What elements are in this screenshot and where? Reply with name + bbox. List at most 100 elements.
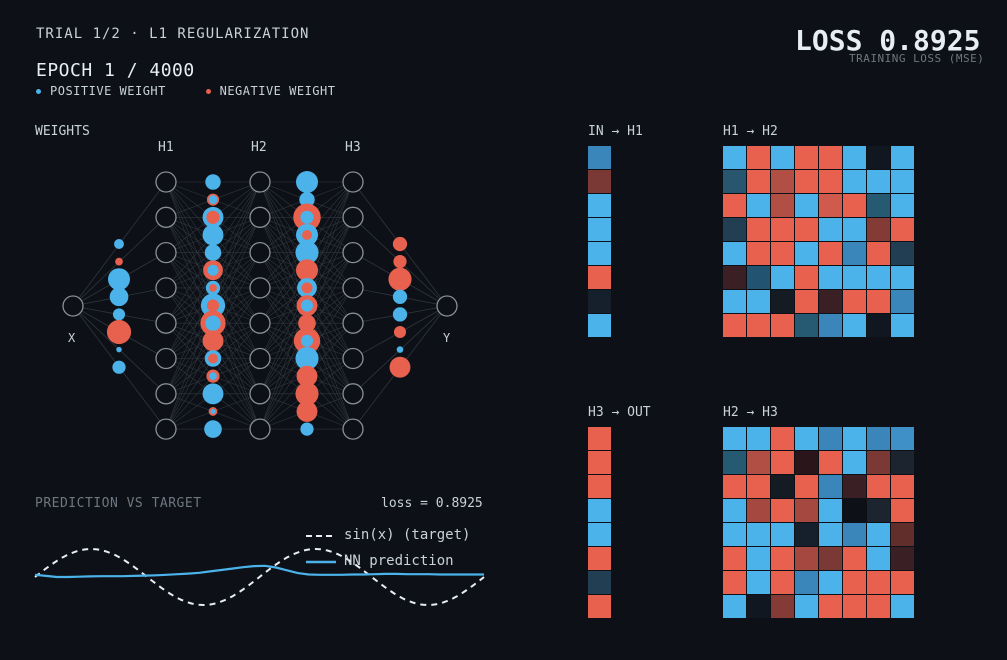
- weight-dot: [299, 191, 315, 208]
- matrix-h2-h3-cell: [747, 427, 770, 450]
- matrix-h2-h3-cell: [795, 571, 818, 594]
- matrix-in-h1-cell: [588, 218, 611, 241]
- weight-legend: POSITIVE WEIGHT NEGATIVE WEIGHT: [36, 84, 367, 98]
- matrix-h3-out-cell: [588, 595, 611, 618]
- matrix-h1-h2-cell: [747, 170, 770, 193]
- matrix-h1-h2-cell: [891, 146, 914, 169]
- weight-dot: [388, 267, 412, 291]
- matrix-h2-h3-cell: [795, 499, 818, 522]
- matrix-h2-h3-cell: [819, 523, 842, 546]
- hidden-node: [249, 241, 271, 264]
- matrix-h2-h3-cell: [771, 595, 794, 618]
- matrix-h1-h2-cell: [747, 218, 770, 241]
- matrix-h2-h3-cell: [819, 595, 842, 618]
- matrix-h1-h2-cell: [723, 146, 746, 169]
- output-node: [436, 295, 458, 317]
- weight-dot: [389, 356, 411, 378]
- weight-dot: [392, 289, 408, 304]
- hidden-node: [155, 171, 177, 193]
- matrix-h1-h2-cell: [843, 218, 866, 241]
- matrix-h2-h3-cell: [843, 547, 866, 570]
- matrix-h2-h3-cell: [843, 451, 866, 474]
- matrix-h1-h2-cell: [819, 290, 842, 313]
- matrix-h2-h3-cell: [867, 547, 890, 570]
- weight-dot: [296, 259, 318, 282]
- matrix-h2-h3-cell: [891, 475, 914, 498]
- matrix-h1-h2-cell: [747, 242, 770, 265]
- weights-section-label: WEIGHTS: [35, 124, 90, 139]
- matrix-h1-h2-cell: [843, 242, 866, 265]
- matrix-in-h1-cell: [588, 170, 611, 193]
- matrix-h2-h3-cell: [771, 427, 794, 450]
- matrix-in-h1-cell: [588, 290, 611, 313]
- matrix-h2-h3-cell: [723, 571, 746, 594]
- matrix-h1-h2-cell: [891, 314, 914, 337]
- hidden-node: [249, 312, 271, 334]
- matrix-h1-h2-cell: [795, 170, 818, 193]
- trial-label: TRIAL 1/2 · L1 REGULARIZATION: [36, 26, 310, 42]
- matrix-h1-h2-cell: [891, 242, 914, 265]
- matrix-h2-h3-cell: [723, 427, 746, 450]
- matrix-h2-h3-cell: [891, 499, 914, 522]
- hidden-node: [249, 383, 271, 405]
- matrix-h1-h2-cell: [819, 266, 842, 289]
- hidden-node: [155, 383, 177, 405]
- matrix-h2-h3-cell: [723, 523, 746, 546]
- matrix-h2-h3-cell: [723, 451, 746, 474]
- hidden-node: [155, 206, 177, 228]
- epoch-counter: EPOCH 1 / 4000: [36, 60, 195, 81]
- matrix-h2-h3-cell: [867, 499, 890, 522]
- matrix-h2-h3-cell: [891, 427, 914, 450]
- matrix-h1-h2-cell: [867, 290, 890, 313]
- weight-dot: [393, 255, 407, 269]
- prediction-loss: loss = 0.8925: [381, 496, 483, 511]
- matrix-h1-h2-cell: [795, 314, 818, 337]
- matrix-h2-h3-cell: [771, 475, 794, 498]
- matrix-label-in-h1: IN → H1: [588, 124, 643, 139]
- weight-dot: [207, 264, 219, 276]
- matrix-h1-h2-cell: [795, 194, 818, 217]
- weight-dot: [109, 287, 129, 307]
- hidden-node: [155, 241, 177, 264]
- hidden-node: [342, 206, 364, 228]
- weight-dot: [208, 195, 218, 205]
- matrix-h3-out-cell: [588, 451, 611, 474]
- weight-dot: [202, 383, 224, 405]
- matrix-h3-out-cell: [588, 499, 611, 522]
- weight-dot: [392, 236, 408, 252]
- network-nodes: [62, 171, 458, 440]
- matrix-h3-out-cell: [588, 547, 611, 570]
- matrix-h2-h3-cell: [723, 547, 746, 570]
- weight-dot: [393, 325, 407, 339]
- matrix-h2-h3-cell: [795, 427, 818, 450]
- matrix-h1-h2-cell: [819, 146, 842, 169]
- weight-dot: [208, 353, 218, 364]
- matrix-h1-h2-cell: [843, 266, 866, 289]
- matrix-h2-h3-cell: [843, 571, 866, 594]
- matrix-h1-h2-cell: [795, 266, 818, 289]
- weight-dot: [396, 346, 404, 353]
- matrix-h2-h3-cell: [747, 547, 770, 570]
- input-label: X: [68, 331, 76, 345]
- matrix-h2-h3-cell: [891, 547, 914, 570]
- weight-dot: [205, 174, 221, 190]
- weight-dot: [108, 268, 130, 291]
- weight-dot: [296, 401, 318, 422]
- matrix-in-h1-cell: [588, 266, 611, 289]
- matrix-h2-h3-cell: [747, 475, 770, 498]
- weight-dot: [210, 408, 216, 414]
- weight-dot: [114, 239, 124, 249]
- matrix-h1-h2-cell: [723, 194, 746, 217]
- matrix-h1-h2-cell: [723, 242, 746, 265]
- matrix-h1-h2-cell: [843, 146, 866, 169]
- matrix-label-h1-h2: H1 → H2: [723, 124, 778, 139]
- matrix-h2-h3-cell: [747, 571, 770, 594]
- positive-dot-icon: [36, 89, 41, 94]
- matrix-h2-h3-cell: [795, 523, 818, 546]
- hidden-node: [249, 418, 271, 440]
- weight-dot: [302, 230, 312, 240]
- matrix-h2-h3-cell: [723, 595, 746, 618]
- weight-dot: [296, 365, 318, 387]
